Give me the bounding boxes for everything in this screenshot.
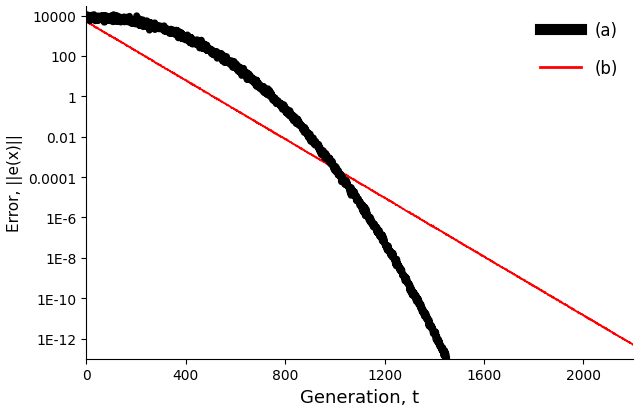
Y-axis label: Error, ||e(x)||: Error, ||e(x)|| xyxy=(7,134,23,232)
Legend: (a), (b): (a), (b) xyxy=(533,15,625,84)
X-axis label: Generation, t: Generation, t xyxy=(300,388,419,406)
